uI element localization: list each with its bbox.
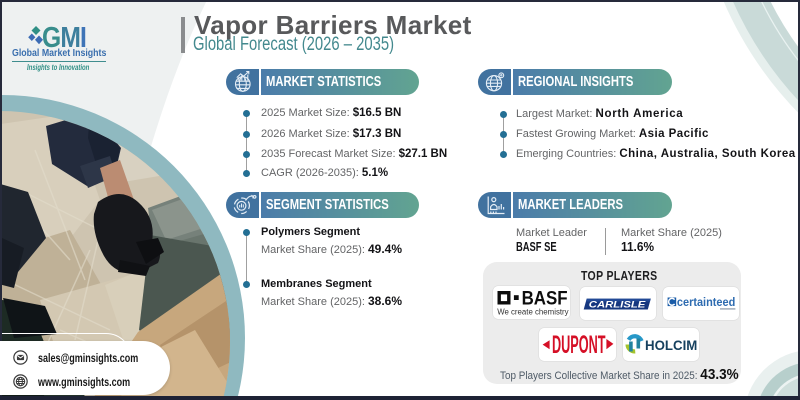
svg-text:certainteed: certainteed [677, 297, 735, 309]
svg-text:BASF: BASF [522, 289, 568, 310]
svg-text:DUPONT: DUPONT [552, 331, 606, 359]
svg-text:CARLISLE: CARLISLE [589, 300, 646, 311]
svg-text:HOLCIM: HOLCIM [645, 338, 697, 353]
svg-text:We create chemistry: We create chemistry [497, 307, 568, 316]
